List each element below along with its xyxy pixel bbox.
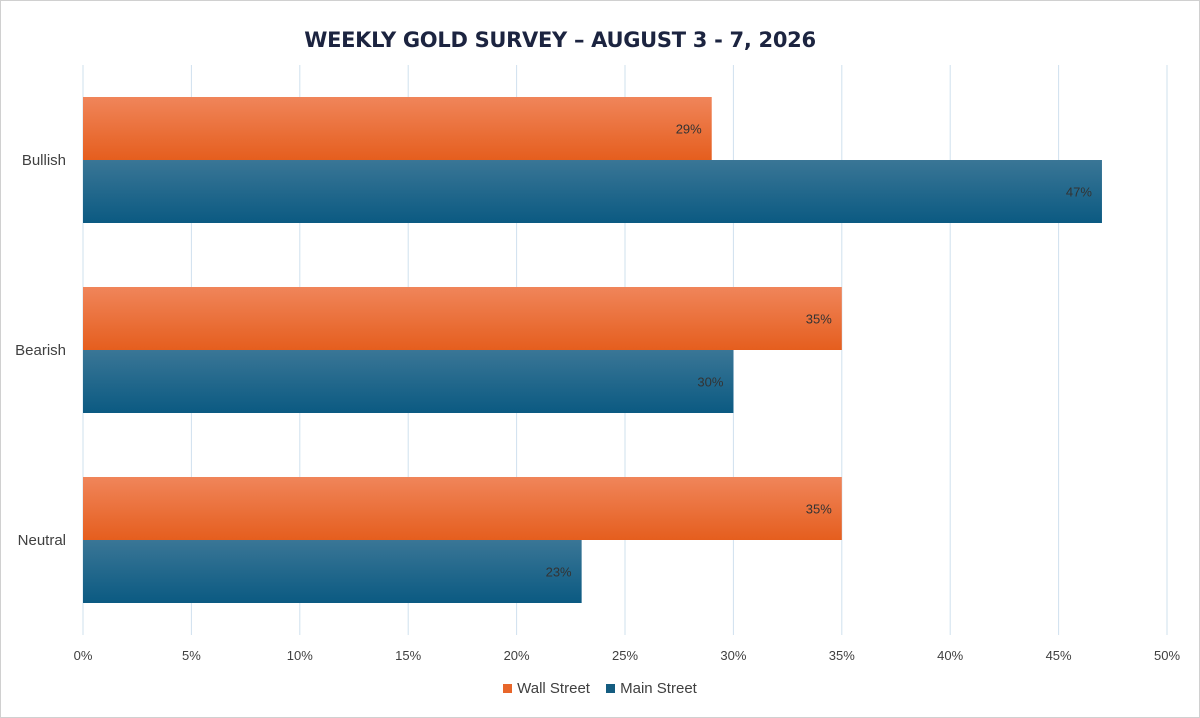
- legend-item-main-street: Main Street: [606, 680, 697, 697]
- x-tick-label: 10%: [287, 648, 313, 663]
- bar: [83, 477, 842, 540]
- data-label: 30%: [697, 375, 723, 390]
- data-label: 23%: [546, 565, 572, 580]
- data-label: 35%: [806, 312, 832, 327]
- bar: [83, 350, 734, 413]
- x-tick-label: 45%: [1046, 648, 1072, 663]
- legend-label-main-street: Main Street: [620, 680, 697, 697]
- y-category-label: Neutral: [18, 532, 66, 549]
- legend-swatch-main-street: [606, 683, 616, 693]
- data-label: 35%: [806, 502, 832, 517]
- data-label: 29%: [676, 122, 702, 137]
- x-tick-label: 30%: [720, 648, 746, 663]
- x-tick-label: 25%: [612, 648, 638, 663]
- y-category-label: Bullish: [22, 152, 66, 169]
- x-tick-label: 5%: [182, 648, 201, 663]
- legend-swatch-wall-street: [503, 683, 513, 693]
- bar: [83, 160, 1102, 223]
- x-tick-label: 15%: [395, 648, 421, 663]
- data-label: 47%: [1066, 185, 1092, 200]
- y-category-label: Bearish: [15, 342, 66, 359]
- legend-item-wall-street: Wall Street: [503, 680, 590, 697]
- legend-label-wall-street: Wall Street: [517, 680, 590, 697]
- chart-title: WEEKLY GOLD SURVEY – AUGUST 3 - 7, 2026: [304, 28, 816, 52]
- bar: [83, 540, 582, 603]
- x-tick-label: 20%: [504, 648, 530, 663]
- legend: Wall Street Main Street: [0, 680, 1200, 697]
- x-tick-label: 50%: [1154, 648, 1180, 663]
- x-tick-label: 40%: [937, 648, 963, 663]
- x-tick-label: 0%: [74, 648, 93, 663]
- bar: [83, 287, 842, 350]
- bar: [83, 97, 712, 160]
- x-tick-label: 35%: [829, 648, 855, 663]
